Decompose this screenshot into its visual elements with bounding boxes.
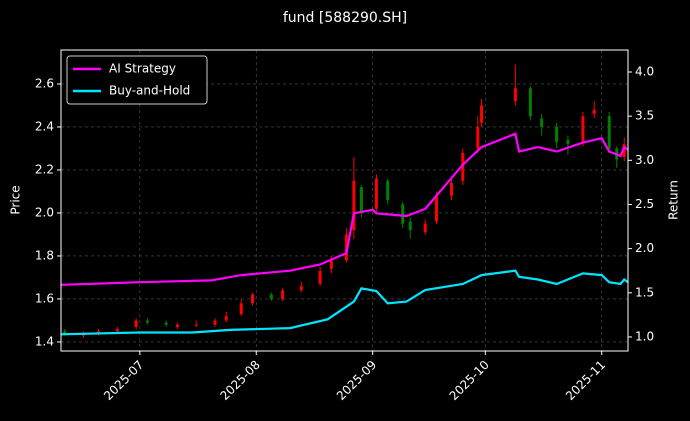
candle-body — [592, 109, 596, 115]
candle-body — [408, 221, 412, 231]
candle-body — [352, 180, 356, 231]
candle-body — [374, 178, 378, 209]
candle-body — [461, 152, 465, 181]
series-line — [60, 269, 629, 336]
candle-body — [528, 88, 532, 117]
candle-body — [97, 331, 101, 334]
series-line — [60, 132, 629, 286]
candle-body — [513, 88, 517, 102]
candle-body — [175, 324, 179, 327]
y-axis-label: Price — [9, 185, 23, 214]
y2-tick-label: 1.0 — [635, 329, 654, 343]
y-tick-label: 1.4 — [35, 334, 54, 348]
candle-body — [555, 126, 559, 143]
candle-body — [622, 144, 626, 158]
plot-frame — [60, 49, 629, 352]
candle-body — [224, 316, 228, 321]
candle-body — [480, 105, 484, 123]
candle-body — [566, 139, 570, 145]
candle-body — [386, 180, 390, 201]
candle-body — [134, 320, 138, 327]
y2-tick-label: 1.5 — [635, 285, 654, 299]
legend-box — [66, 55, 208, 105]
candle-body — [401, 204, 405, 224]
candle-body — [145, 320, 149, 323]
candle-body — [251, 294, 255, 304]
legend-label: AI Strategy — [109, 62, 176, 76]
candle-body — [299, 286, 303, 291]
y2-axis-label: Return — [667, 180, 681, 220]
chart-title: fund [588290.SH] — [283, 10, 407, 26]
candle-body — [194, 324, 198, 326]
y-tick-label: 2.6 — [35, 76, 54, 90]
y2-tick-label: 3.5 — [635, 109, 654, 123]
candle-body — [540, 118, 544, 127]
y2-tick-label: 2.0 — [635, 241, 654, 255]
y-tick-label: 2.2 — [35, 162, 54, 176]
candle-body — [63, 331, 67, 334]
y-tick-label: 2.4 — [35, 119, 54, 133]
candle-body — [269, 294, 273, 299]
y2-tick-label: 2.5 — [635, 197, 654, 211]
y-tick-label: 2.0 — [35, 205, 54, 219]
candle-body — [318, 271, 322, 284]
candle-body — [115, 329, 119, 332]
candle-body — [359, 187, 363, 213]
candle-body — [607, 116, 611, 149]
y2-tick-label: 3.0 — [635, 153, 654, 167]
candle-body — [281, 290, 285, 299]
candle-body — [239, 303, 243, 315]
candle-body — [476, 126, 480, 149]
candle-body — [164, 322, 168, 325]
candle-body — [423, 223, 427, 233]
y-tick-label: 1.8 — [35, 248, 54, 262]
candle-body — [450, 182, 454, 196]
y-tick-label: 1.6 — [35, 291, 54, 305]
legend-label: Buy-and-Hold — [109, 84, 190, 98]
candle-body — [434, 195, 438, 222]
candle-body — [213, 320, 217, 325]
candle-body — [581, 116, 585, 143]
y2-tick-label: 4.0 — [635, 64, 654, 78]
candle-body — [329, 260, 333, 269]
